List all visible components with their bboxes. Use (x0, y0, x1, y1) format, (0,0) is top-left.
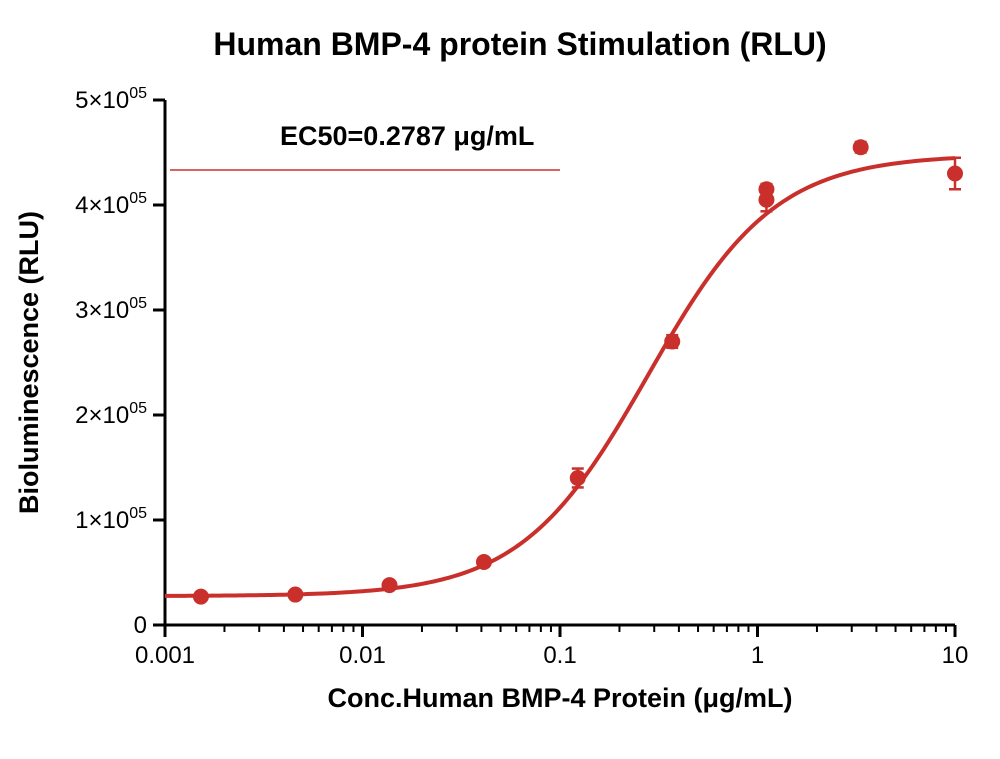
annotation-ec50: EC50=0.2787 μg/mL (280, 121, 534, 151)
data-point (476, 554, 492, 570)
x-axis: 0.001 0.01 0.1 1 10 (135, 625, 968, 669)
chart-svg: Human BMP-4 protein Stimulation (RLU) EC… (0, 0, 1000, 759)
data-point (664, 334, 680, 350)
fit-curve (165, 158, 955, 596)
data-points (193, 139, 963, 604)
y-axis: 0 1×1005 2×1005 3×1005 4×1005 5×1005 (75, 85, 165, 639)
x-tick-label: 0.1 (543, 642, 576, 669)
chart-container: Human BMP-4 protein Stimulation (RLU) EC… (0, 0, 1000, 759)
data-point (853, 139, 869, 155)
y-tick-label: 1×1005 (75, 505, 147, 534)
data-point (382, 577, 398, 593)
y-tick-label: 4×1005 (75, 190, 147, 219)
y-axis-label: Bioluminescence (RLU) (14, 211, 44, 514)
y-tick-label: 5×1005 (75, 85, 147, 114)
x-axis-label: Conc.Human BMP-4 Protein (μg/mL) (327, 683, 792, 713)
x-tick-label: 0.001 (135, 642, 195, 669)
data-point (947, 166, 963, 182)
data-point (570, 470, 586, 486)
x-tick-label: 1 (751, 642, 764, 669)
chart-title: Human BMP-4 protein Stimulation (RLU) (213, 26, 826, 62)
y-tick-label: 3×1005 (75, 295, 147, 324)
x-tick-label: 10 (942, 642, 969, 669)
data-point (758, 181, 774, 197)
data-point (193, 589, 209, 605)
y-tick-label: 2×1005 (75, 400, 147, 429)
data-point (287, 587, 303, 603)
y-tick-label: 0 (134, 612, 147, 639)
x-tick-label: 0.01 (339, 642, 386, 669)
